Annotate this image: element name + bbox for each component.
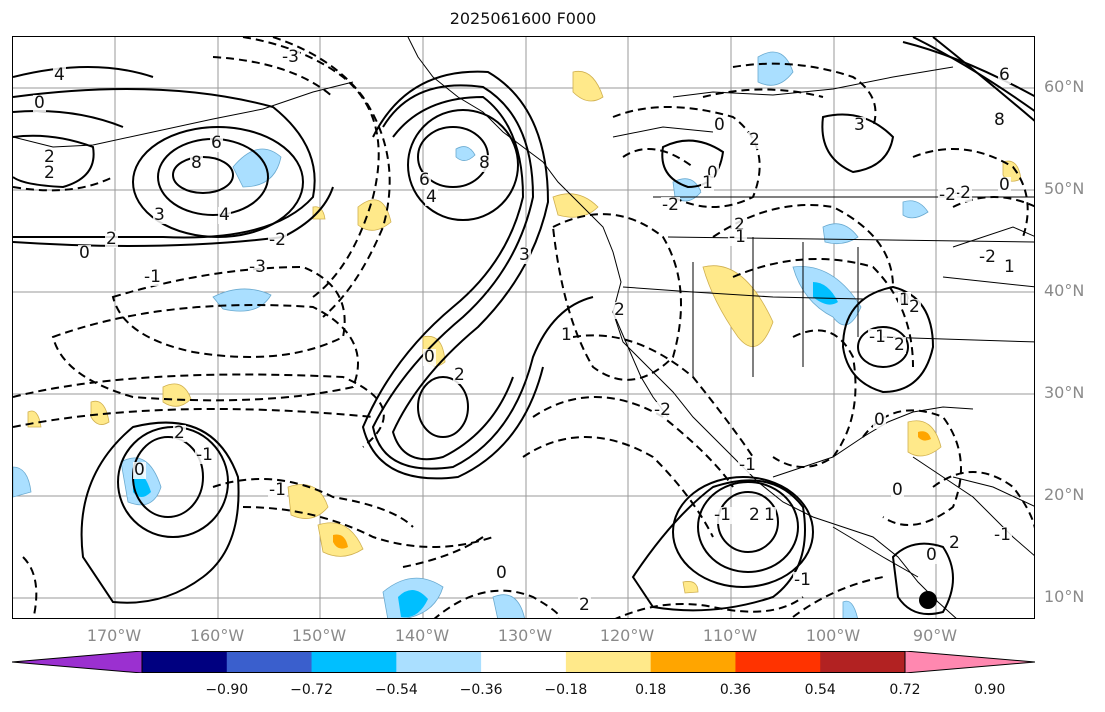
contour-label: 6 — [998, 65, 1011, 85]
contour-label: 0 — [133, 460, 146, 480]
colorbar-tick-label: −0.18 — [544, 682, 588, 698]
contour-label: 4 — [425, 187, 438, 207]
contour-label: -1 — [713, 505, 732, 525]
contour-label: 6 — [210, 133, 223, 153]
colorbar-tick-label: 0.36 — [719, 682, 752, 698]
colorbar-tick-label: −0.54 — [374, 682, 418, 698]
contour-label: 2 — [613, 300, 626, 320]
colorbar-tick-label: 0.54 — [804, 682, 836, 698]
contour-label: -3 — [281, 47, 300, 67]
lon-label-90: 90°W — [912, 626, 958, 645]
contour-label: 2 — [578, 595, 591, 615]
contour-label: -2 — [938, 185, 957, 205]
colorbar-tick-label: −0.36 — [459, 682, 503, 698]
marker-dot — [919, 591, 937, 609]
contour-label: -3 — [248, 257, 267, 277]
map-panel: -34022683420-1-3-2864020132-1-2-20-12102… — [12, 36, 1035, 619]
contour-label: -1 — [143, 267, 162, 287]
colorbar-tick-label: 0.72 — [889, 682, 921, 698]
contours-negative — [13, 37, 1034, 618]
colorbar-extend-low — [12, 651, 143, 673]
contour-label: 8 — [993, 110, 1006, 130]
lon-label-130: 130°W — [497, 626, 553, 645]
contour-label: 0 — [423, 347, 436, 367]
contour-label: 0 — [713, 115, 726, 135]
lon-label-160: 160°W — [189, 626, 245, 645]
colorbar-segment — [735, 651, 821, 673]
contour-label: 1 — [560, 325, 573, 345]
colorbar-segment — [396, 651, 482, 673]
contour-label: 0 — [33, 93, 46, 113]
contour-label: -2 — [953, 183, 972, 203]
lon-label-100: 100°W — [805, 626, 861, 645]
contour-label: -2 — [653, 400, 672, 420]
contour-label: -1 — [728, 227, 747, 247]
contour-label: 2 — [948, 533, 961, 553]
contour-label: -2 — [268, 230, 287, 250]
contour-label: -2 — [978, 247, 997, 267]
contours-positive — [13, 37, 1034, 616]
contour-label: 2 — [453, 365, 466, 385]
contour-label: 3 — [153, 205, 166, 225]
contour-label: 3 — [853, 115, 866, 135]
contour-label: 2 — [748, 505, 761, 525]
contour-label: 1 — [1003, 257, 1016, 277]
colorbar-tick-label: −0.72 — [290, 682, 333, 698]
colorbar-segment — [311, 651, 397, 673]
colorbar-tick-label: 0.90 — [974, 682, 1006, 698]
lon-label-120: 120°W — [599, 626, 655, 645]
lon-label-170: 170°W — [86, 626, 142, 645]
shaded-anomalies — [13, 51, 1022, 618]
contour-label: 0 — [925, 545, 938, 565]
contour-label: -1 — [993, 525, 1012, 545]
contour-label: 1 — [898, 290, 911, 310]
contour-label: 0 — [891, 480, 904, 500]
colorbar-segment — [820, 651, 906, 673]
contour-label: 3 — [518, 245, 531, 265]
colorbar-segment — [142, 651, 228, 673]
contour-label: -1 — [268, 480, 287, 500]
lat-label-60: 60°N — [1044, 77, 1085, 96]
contour-label: 2 — [748, 130, 761, 150]
contour-label: -1 — [738, 455, 757, 475]
contour-label: 2 — [105, 229, 118, 249]
contour-label: 2 — [173, 423, 186, 443]
lat-label-20: 20°N — [1044, 485, 1085, 504]
contour-label: -2 — [661, 195, 680, 215]
contour-label: 8 — [190, 153, 203, 173]
lat-label-50: 50°N — [1044, 179, 1085, 198]
contour-label: 0 — [495, 563, 508, 583]
lon-label-150: 150°W — [291, 626, 347, 645]
colorbar-segment — [650, 651, 736, 673]
map-title: 2025061600 F000 — [449, 9, 597, 28]
lon-label-140: 140°W — [394, 626, 450, 645]
contour-label: -1 — [195, 445, 214, 465]
colorbar-tick-label: 0.18 — [635, 682, 667, 698]
lon-label-110: 110°W — [702, 626, 758, 645]
contour-label: 6 — [418, 170, 431, 190]
colorbar-tick-label: −0.90 — [205, 682, 249, 698]
lat-label-30: 30°N — [1044, 383, 1085, 402]
contour-label: -1 — [793, 570, 812, 590]
contour-label: 0 — [998, 175, 1011, 195]
lat-label-10: 10°N — [1044, 587, 1085, 606]
contour-label: 2 — [43, 147, 56, 167]
contour-label: 1 — [701, 173, 714, 193]
lat-label-40: 40°N — [1044, 281, 1085, 300]
contour-label: -1 — [868, 327, 887, 347]
contour-label: 0 — [78, 243, 91, 263]
colorbar-segment — [565, 651, 652, 673]
contour-label: 1 — [763, 505, 776, 525]
colorbar-segment — [226, 651, 313, 673]
contour-label: 2 — [908, 297, 921, 317]
contour-label: 8 — [478, 153, 491, 173]
contour-label: 2 — [893, 335, 906, 355]
colorbar-extend-high — [904, 651, 1035, 673]
colorbar-segment — [481, 651, 567, 673]
contour-label: 0 — [873, 410, 886, 430]
contour-label: 4 — [218, 205, 231, 225]
contour-label: 2 — [43, 163, 56, 183]
contour-label: 4 — [53, 65, 66, 85]
colorbar — [12, 651, 1035, 673]
